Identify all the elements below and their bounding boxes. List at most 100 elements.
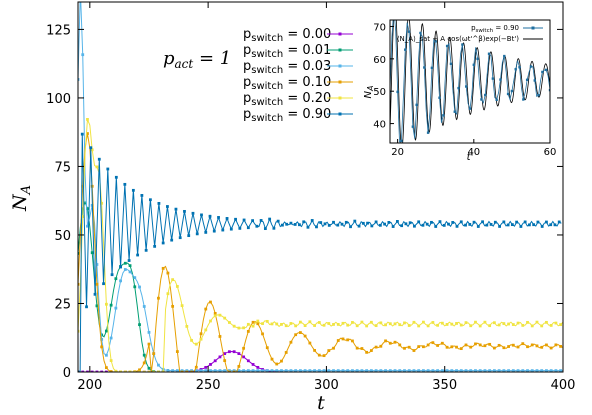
data-point [516,321,520,325]
data-point [171,304,175,308]
data-point [242,355,246,359]
data-point [161,266,165,270]
data-point [422,369,425,372]
data-point [147,366,151,370]
data-point [128,370,132,372]
data-point [238,226,242,230]
data-point [294,369,298,372]
data-point [123,182,127,186]
inset-data-point [506,92,510,96]
data-point [369,349,373,352]
data-point [194,365,198,369]
data-point [395,220,399,223]
data-point [317,369,321,372]
data-point [516,369,520,372]
data-point [218,369,222,372]
data-point [275,322,279,326]
data-point [213,359,217,363]
data-point [123,268,127,271]
data-point [209,319,212,323]
data-point [104,329,108,333]
inset-data-point [415,103,418,107]
inset-y-tick-label: 70 [373,22,386,33]
data-point [199,332,203,336]
data-point [374,369,378,372]
data-point [472,220,476,224]
inset-data-point [541,70,544,74]
x-tick-label: 400 [551,378,576,393]
data-point [119,265,122,269]
data-point [200,213,203,217]
inset-data-point [525,78,529,81]
x-tick-label: 250 [196,378,221,393]
data-point [255,224,259,228]
data-point [306,225,310,229]
data-point [119,370,122,372]
data-point [540,225,544,228]
data-point [133,285,137,289]
inset-fit-line [390,20,550,143]
data-point [442,223,446,227]
data-point [474,369,477,372]
data-point [166,205,169,208]
data-point [147,342,151,346]
legend-entry: pswitch = 0.01 [243,43,353,60]
data-point [276,219,280,223]
data-point [554,321,558,325]
data-point [498,225,501,228]
inset-data-point [457,86,460,90]
data-point [559,369,563,372]
data-point [436,344,440,347]
data-point [502,369,506,372]
data-point [166,271,170,275]
data-point [426,343,430,347]
legend-label: pswitch = 0.10 [243,75,331,92]
data-point [408,221,412,225]
data-point [507,345,510,348]
data-point [185,370,189,372]
data-point [488,324,492,328]
inset-data-point [487,52,491,55]
data-point [422,345,425,349]
data-point [142,370,146,372]
data-point [133,276,137,280]
data-point [450,345,454,349]
data-point [436,323,440,327]
data-point [357,224,361,228]
series-0-03 [78,2,563,372]
data-point [528,223,531,227]
legend-entry: pswitch = 0.90 [243,107,353,124]
data-point [374,220,378,224]
data-point [242,369,246,372]
inset-data-point [400,139,403,143]
data-point [78,252,80,255]
data-point [464,343,468,347]
data-point [194,342,198,346]
inset-x-tick-label: 20 [391,147,404,158]
data-point [322,323,326,327]
legend-swatch-point [338,96,342,100]
legend-swatch-point [338,80,342,84]
data-point [336,339,340,342]
data-point [223,359,227,362]
data-point [511,343,515,347]
data-point [170,238,174,242]
data-point [341,369,345,372]
inset-legend-label: pswitch = 0.90 [471,24,519,34]
data-point [100,345,104,349]
data-point [133,370,137,372]
data-point [521,342,525,346]
data-point [417,220,421,224]
data-point [407,369,411,372]
data-point [351,339,354,343]
data-point [526,320,529,324]
data-point [346,323,350,327]
data-point [398,369,402,372]
inset-data-point [407,30,411,33]
data-point [128,264,132,268]
data-point [393,340,397,344]
data-point [370,224,374,228]
data-point [530,343,534,347]
data-point [123,370,127,372]
data-point [459,347,463,351]
